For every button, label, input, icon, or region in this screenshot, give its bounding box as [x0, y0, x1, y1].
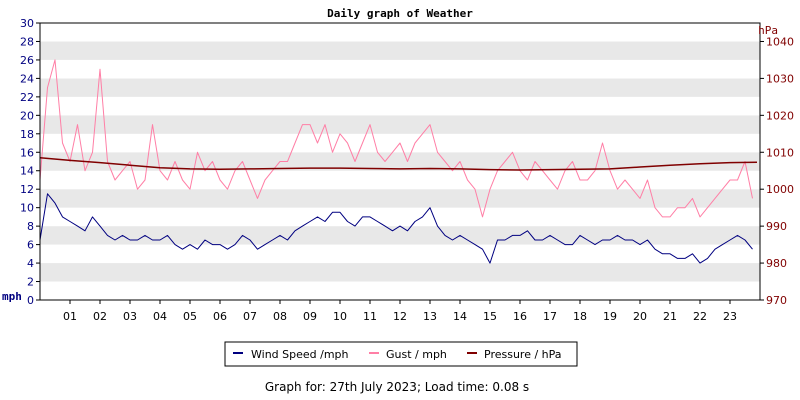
- left-tick-label: 4: [27, 257, 34, 270]
- grid-band: [40, 244, 760, 264]
- x-tick-label: 09: [303, 310, 317, 323]
- right-tick-label: 1020: [766, 109, 794, 122]
- right-tick-label: 980: [766, 257, 787, 270]
- x-tick-label: 16: [513, 310, 527, 323]
- grid-band: [40, 96, 760, 116]
- x-tick-label: 17: [543, 310, 557, 323]
- grid-band: [40, 207, 760, 227]
- x-tick-label: 15: [483, 310, 497, 323]
- left-tick-label: 18: [20, 128, 34, 141]
- legend-label-wind: Wind Speed /mph: [251, 348, 349, 361]
- left-tick-label: 10: [20, 202, 34, 215]
- pressure-line: [39, 157, 758, 171]
- grid-band: [40, 78, 760, 97]
- x-tick-label: 07: [243, 310, 257, 323]
- grid-band: [40, 23, 760, 42]
- x-tick-label: 02: [93, 310, 107, 323]
- left-tick-label: 26: [20, 54, 34, 67]
- footer-info: Graph for: 27th July 2023; Load time: 0.…: [265, 380, 529, 394]
- legend: Wind Speed /mph Gust / mph Pressure / hP…: [224, 341, 578, 367]
- x-tick-label: 10: [333, 310, 347, 323]
- x-tick-label: 13: [423, 310, 437, 323]
- grid-band: [40, 59, 760, 79]
- gust-line: [39, 59, 753, 218]
- x-tick-label: 03: [123, 310, 137, 323]
- left-tick-label: 6: [27, 239, 34, 252]
- left-tick-label: 24: [20, 72, 34, 85]
- x-tick-label: 04: [153, 310, 167, 323]
- grid-band: [40, 41, 760, 60]
- grid-band: [40, 281, 760, 300]
- grid-band: [40, 115, 760, 134]
- legend-box: [224, 341, 578, 367]
- left-tick-label: 22: [20, 91, 34, 104]
- left-tick-label: 8: [27, 220, 34, 233]
- x-tick-label: 01: [63, 310, 77, 323]
- right-tick-label: 1030: [766, 72, 794, 85]
- left-tick-label: 12: [20, 183, 34, 196]
- x-tick-label: 05: [183, 310, 197, 323]
- x-tick-label: 14: [453, 310, 467, 323]
- wind-speed-line: [39, 193, 753, 264]
- left-axis-label: mph: [2, 290, 22, 303]
- x-axis-ticks: 01 02 03 04 05 06 07 08 09 10 11 12 13 14 15 16 17 18 19 20…: [63, 300, 737, 323]
- left-tick-label: 30: [20, 17, 34, 30]
- x-tick-label: 19: [603, 310, 617, 323]
- left-tick-label: 28: [20, 35, 34, 48]
- x-tick-label: 12: [393, 310, 407, 323]
- left-tick-label: 16: [20, 146, 34, 159]
- grid-band: [40, 263, 760, 282]
- grid-band: [40, 189, 760, 208]
- left-tick-label: 0: [27, 294, 34, 307]
- x-tick-label: 08: [273, 310, 287, 323]
- right-tick-label: 1040: [766, 35, 794, 48]
- grid-band: [40, 170, 760, 190]
- x-tick-label: 11: [363, 310, 377, 323]
- legend-label-gust: Gust / mph: [386, 348, 447, 361]
- x-tick-label: 23: [723, 310, 737, 323]
- grid-band: [40, 152, 760, 171]
- left-tick-label: 14: [20, 165, 34, 178]
- right-tick-label: 970: [766, 294, 787, 307]
- right-axis-ticks: 970 980 990 1000 1010 1020 1030 1040: [760, 35, 794, 307]
- x-tick-label: 22: [693, 310, 707, 323]
- plot-series: [39, 59, 758, 264]
- left-tick-label: 2: [27, 276, 34, 289]
- x-tick-label: 18: [573, 310, 587, 323]
- legend-label-pressure: Pressure / hPa: [484, 348, 562, 361]
- right-tick-label: 1000: [766, 183, 794, 196]
- right-axis-label: hPa: [758, 24, 778, 37]
- right-tick-label: 1010: [766, 146, 794, 159]
- x-tick-label: 20: [633, 310, 647, 323]
- chart-title: Daily graph of Weather: [327, 7, 473, 20]
- x-tick-label: 06: [213, 310, 227, 323]
- left-tick-label: 20: [20, 109, 34, 122]
- grid-band: [40, 226, 760, 245]
- x-tick-label: 21: [663, 310, 677, 323]
- right-tick-label: 990: [766, 220, 787, 233]
